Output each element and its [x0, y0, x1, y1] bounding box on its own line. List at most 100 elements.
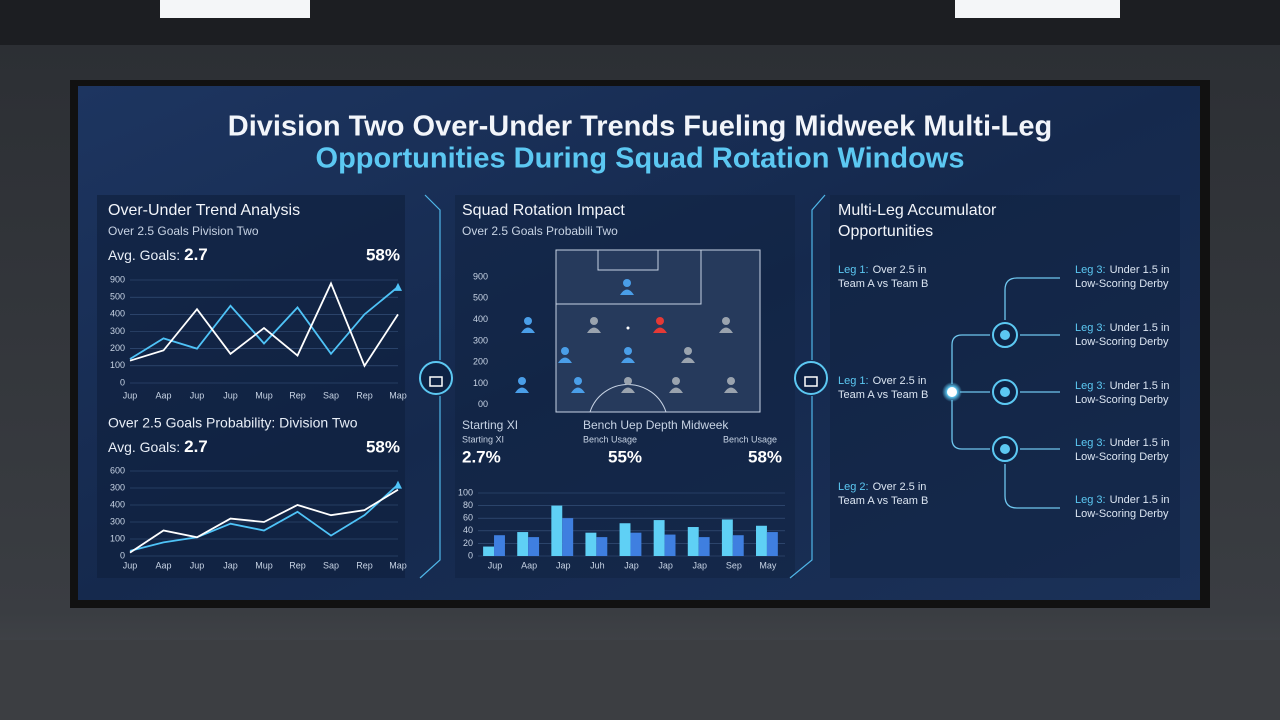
line-series	[129, 483, 399, 552]
y-tick-label: 400	[110, 499, 125, 509]
x-tick-label: Rep	[356, 390, 373, 400]
player-icon	[681, 357, 695, 363]
bar	[494, 535, 505, 556]
player-icon	[620, 289, 634, 295]
node	[1000, 330, 1010, 340]
bar	[517, 532, 529, 556]
lock-icon	[419, 361, 453, 395]
x-tick-label: Jup	[190, 390, 205, 400]
bar	[528, 537, 540, 556]
stat-value: 58%	[748, 447, 782, 466]
leg-text: Under 1.5 in	[1110, 494, 1170, 506]
player-icon	[521, 327, 535, 333]
node	[1000, 387, 1010, 397]
player-icon	[656, 317, 664, 325]
edge	[1004, 277, 1060, 509]
y-tick-label: 400	[110, 309, 125, 319]
pitch-axis-label: 100	[473, 378, 488, 388]
lock-icon	[804, 376, 818, 387]
stat-label: Avg. Goals:	[108, 247, 180, 263]
arrow-head	[394, 480, 402, 489]
player-icon	[653, 327, 667, 333]
stat-value: 2.7	[184, 245, 208, 264]
nodes	[992, 322, 1018, 462]
y-tick-label: 900	[110, 274, 125, 284]
node	[1000, 444, 1010, 454]
leg-prefix: Leg 3:	[1075, 437, 1106, 449]
player-icon	[724, 387, 738, 393]
bar	[483, 546, 495, 556]
network	[951, 277, 1060, 509]
leg-prefix: Leg 3:	[1075, 264, 1106, 276]
lock-icon	[794, 361, 828, 395]
y-tick-label: 60	[463, 513, 473, 523]
panel-title: Multi-Leg Accumulator	[838, 202, 997, 219]
x-tick-label: Rep	[356, 560, 373, 570]
ceiling-light	[160, 0, 310, 18]
bar	[585, 532, 597, 556]
x-tick-label: Jap	[624, 560, 639, 570]
y-tick-label: 300	[110, 516, 125, 526]
player-icon	[561, 347, 569, 355]
leg-prefix: Leg 3:	[1075, 380, 1106, 392]
player-icon	[587, 327, 601, 333]
ceiling-light	[955, 0, 1120, 18]
bar	[721, 519, 733, 556]
leg-prefix: Leg 3:	[1075, 322, 1106, 334]
x-tick-label: Jup	[123, 390, 138, 400]
panel-title: Over 2.5 Goals Probability: Division Two	[108, 415, 358, 431]
pitch-spot	[626, 326, 630, 330]
leg-prefix: Leg 2:	[838, 481, 869, 493]
floor	[0, 640, 1280, 720]
leg-text: Under 1.5 in	[1110, 322, 1170, 334]
leg-label: Leg 3: Under 1.5 in	[1075, 437, 1170, 449]
divider	[789, 194, 826, 579]
x-tick-label: Map	[389, 390, 407, 400]
leg-label: Leg 3: Under 1.5 in	[1075, 264, 1170, 276]
panel-title: Over-Under Trend Analysis	[108, 202, 300, 219]
player-icon	[571, 387, 585, 393]
player-icon	[558, 357, 572, 363]
x-tick-label: Mup	[255, 390, 273, 400]
y-tick-label: 40	[463, 525, 473, 535]
leg-prefix: Leg 1:	[838, 264, 869, 276]
player-icon	[574, 377, 582, 385]
leg-label: Leg 3: Under 1.5 in	[1075, 494, 1170, 506]
leg-label: Leg 3: Under 1.5 in	[1075, 322, 1170, 334]
pitch-axis-label: 400	[473, 314, 488, 324]
player-icon	[624, 377, 632, 385]
leg-detail: Low-Scoring Derby	[1075, 451, 1169, 463]
x-tick-label: Rep	[289, 560, 306, 570]
y-tick-label: 600	[110, 465, 125, 475]
title: Division Two Over-Under Trends Fueling M…	[228, 111, 1052, 143]
bar	[562, 518, 574, 556]
leg-detail: Low-Scoring Derby	[1075, 278, 1169, 290]
bar	[596, 537, 608, 556]
y-tick-label: 80	[463, 500, 473, 510]
x-tick-label: Juh	[590, 560, 605, 570]
pitch-axis-label: 200	[473, 357, 488, 367]
player-icon	[590, 317, 598, 325]
leg-label: Leg 2: Over 2.5 in	[838, 481, 926, 493]
x-tick-label: Mup	[255, 560, 273, 570]
player-icon	[515, 387, 529, 393]
leg-detail: Team A vs Team B	[838, 495, 928, 507]
line-series	[129, 488, 399, 554]
stat-label: Starting XI	[462, 434, 504, 444]
stat-value: 55%	[608, 447, 642, 466]
y-tick-label: 100	[110, 360, 125, 370]
bar	[732, 535, 744, 556]
player-icon	[624, 347, 632, 355]
lock-icon	[429, 376, 443, 387]
divider	[419, 194, 441, 579]
player-icon	[684, 347, 692, 355]
player-icon	[518, 377, 526, 385]
x-tick-label: Jap	[692, 560, 707, 570]
subtitle: Over 2.5 Goals Probabili Two	[462, 224, 618, 238]
y-tick-label: 200	[110, 343, 125, 353]
bar	[687, 527, 699, 556]
player-icon	[621, 357, 635, 363]
y-tick-label: 0	[120, 550, 125, 560]
stat-heading: Bench Uep Depth Midweek	[583, 418, 729, 432]
pitch-line	[555, 249, 702, 305]
